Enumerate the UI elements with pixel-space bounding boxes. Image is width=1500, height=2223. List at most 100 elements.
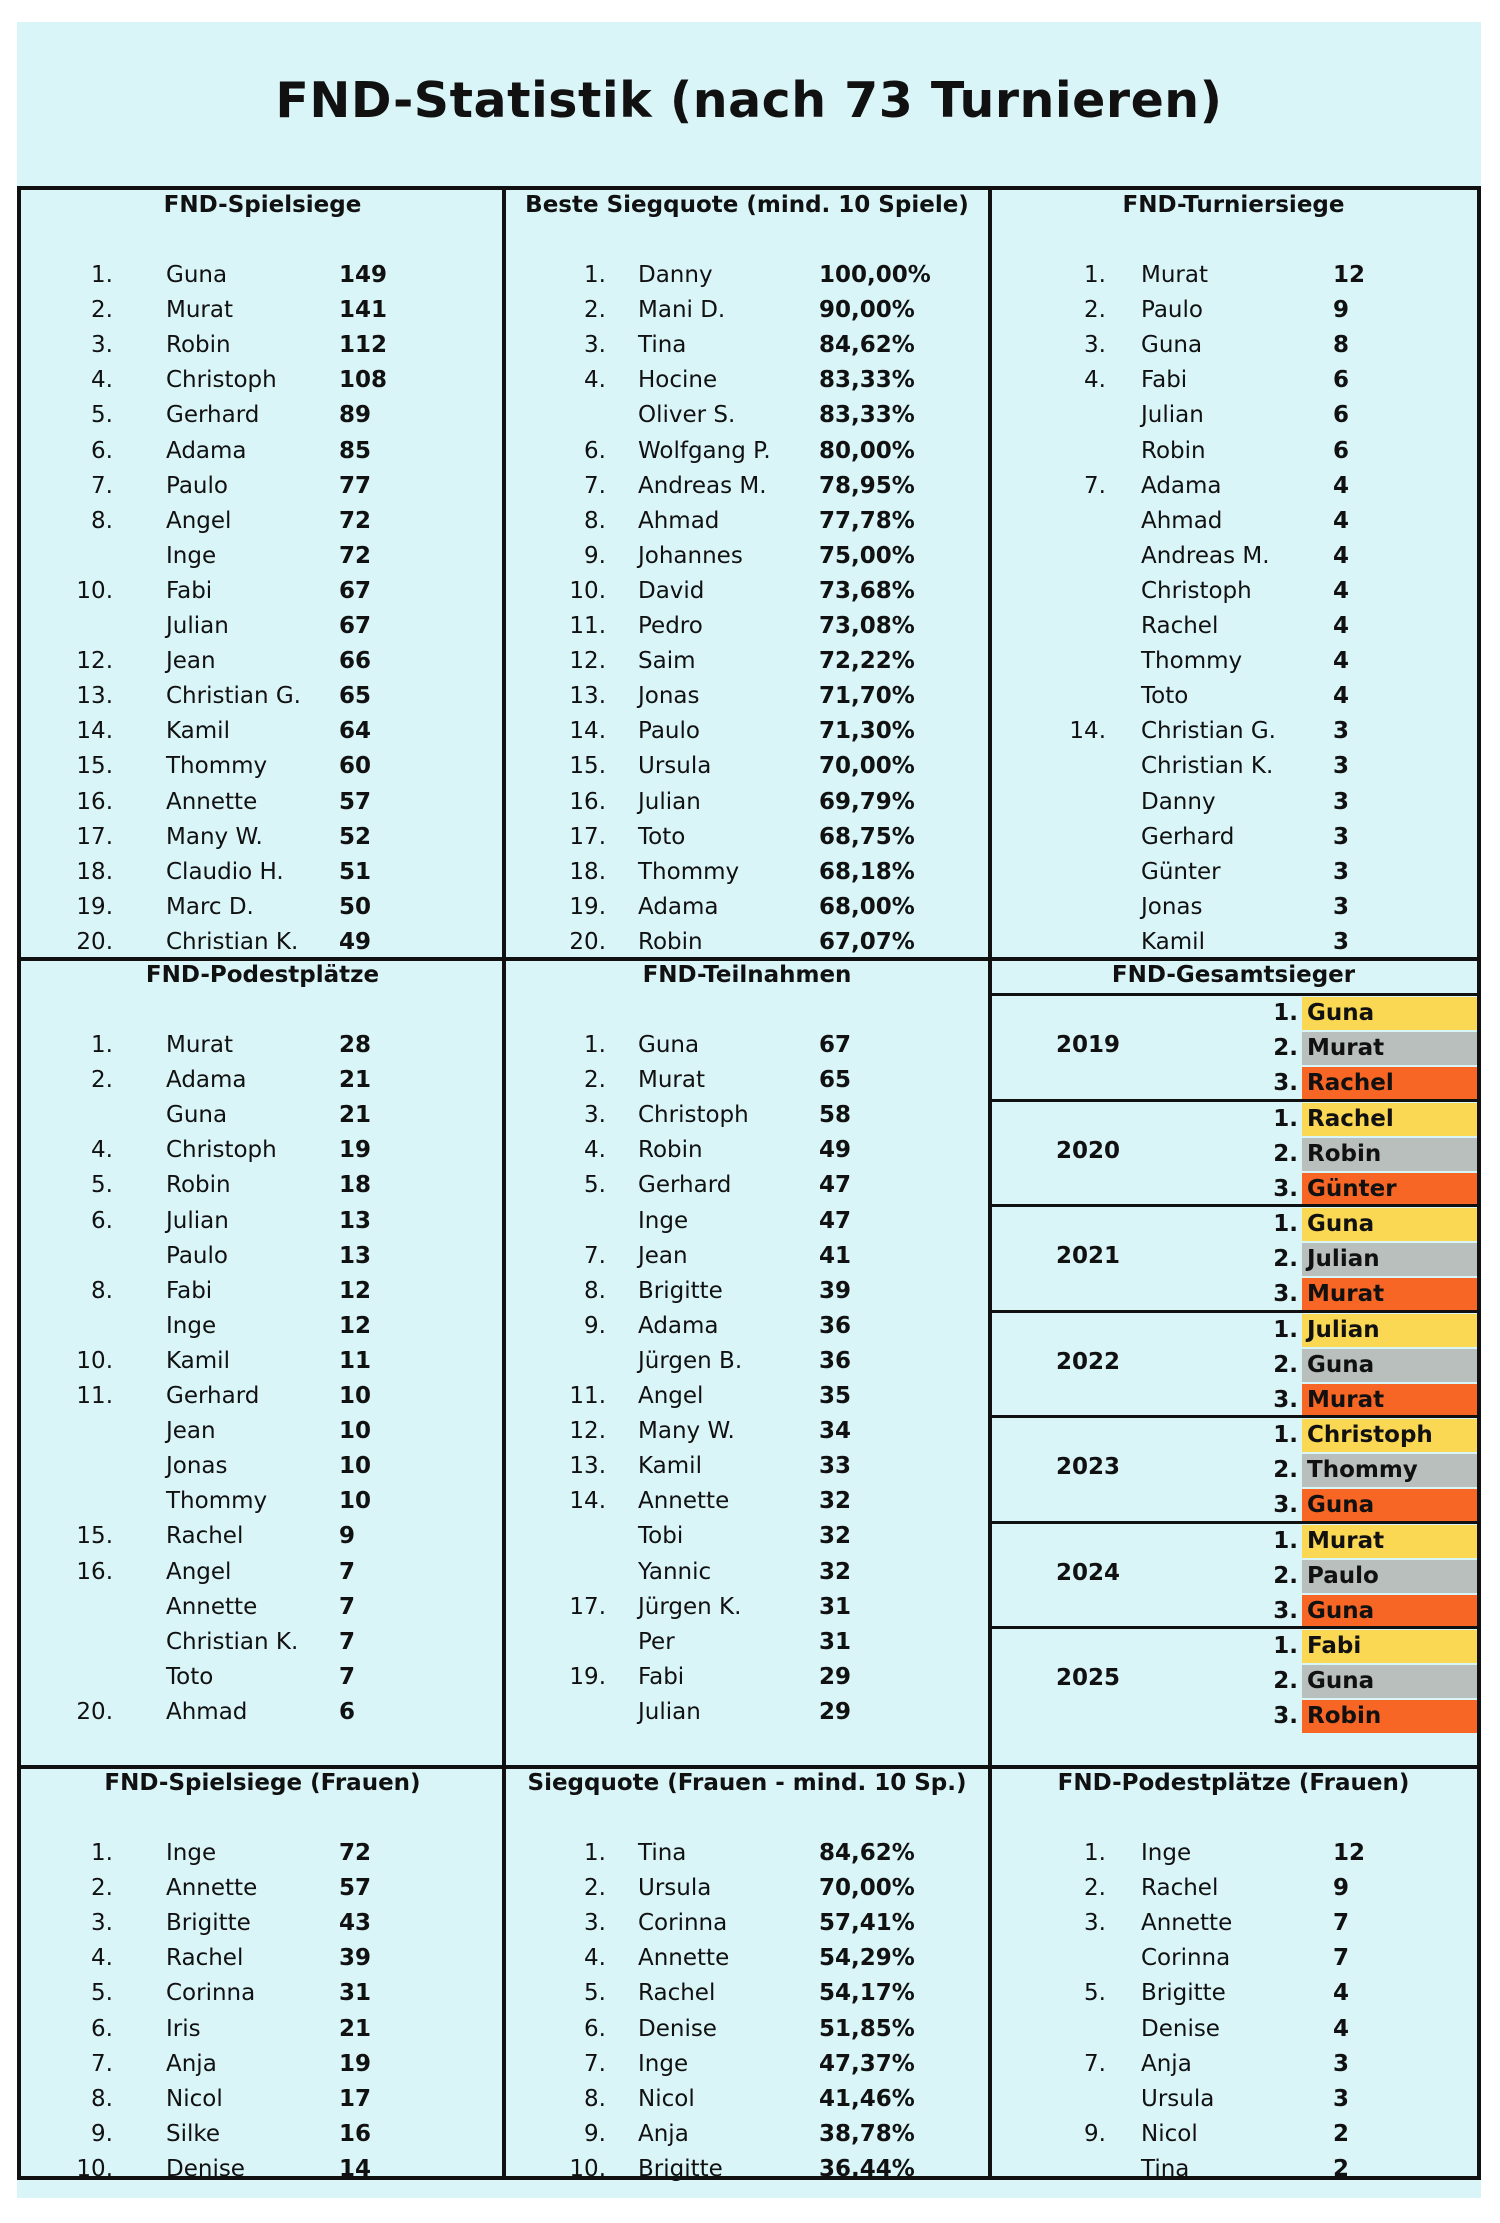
podium-rank: 2. xyxy=(1258,1032,1298,1065)
statistics-sheet: FND-Statistik (nach 73 Turnieren) FND-Sp… xyxy=(17,22,1481,2198)
ranking-row: Inge 47 xyxy=(504,1208,990,1238)
ranking-row: 3. Annette 7 xyxy=(990,1910,1477,1940)
winner-name: Murat xyxy=(1307,1386,1385,1413)
player-name: Brigitte xyxy=(166,1910,251,1937)
ranking-row: 1. Murat 12 xyxy=(990,262,1477,292)
stat-value: 52 xyxy=(339,823,372,850)
ranking-row: 2. Ursula 70,00% xyxy=(504,1875,990,1905)
player-name: Robin xyxy=(166,332,231,359)
rank-number: 9. xyxy=(584,1312,606,1339)
stat-value: 57,41% xyxy=(819,1910,915,1937)
rank-number: 10. xyxy=(569,577,606,604)
player-name: Rachel xyxy=(1141,1875,1219,1902)
stat-value: 57 xyxy=(339,1875,372,1902)
podium-winner: Murat xyxy=(1302,1524,1477,1558)
rank-number: 4. xyxy=(91,1137,113,1164)
podium-rank-number: 1. xyxy=(1273,1211,1298,1237)
stat-value: 6 xyxy=(1333,437,1350,464)
player-name: Per xyxy=(638,1628,675,1655)
player-name: Christian K. xyxy=(166,928,299,955)
stat-value: 71,70% xyxy=(819,683,915,710)
podium-rank-number: 2. xyxy=(1273,1035,1298,1061)
player-name: Christian K. xyxy=(1141,753,1274,780)
ranking-row: 7. Andreas M. 78,95% xyxy=(504,473,990,503)
podium-rank-number: 3. xyxy=(1273,1597,1298,1624)
stat-value: 4 xyxy=(1333,613,1350,639)
stat-value: 67 xyxy=(339,577,372,604)
stat-value: 12 xyxy=(339,1277,372,1304)
rank-number: 14. xyxy=(1069,718,1106,745)
podium-rank: 2. xyxy=(1258,1243,1298,1276)
podium-winner: Guna xyxy=(1302,1208,1477,1241)
stat-value: 7 xyxy=(1333,1945,1350,1972)
rank-number: 9. xyxy=(91,2120,113,2147)
player-name: Wolfgang P. xyxy=(638,437,771,464)
player-name: Gerhard xyxy=(1141,823,1235,850)
rank-number: 2. xyxy=(584,1067,606,1094)
rank-number: 19. xyxy=(76,893,113,920)
rank-number: 11. xyxy=(76,1383,113,1409)
ranking-row: 4. Fabi 6 xyxy=(990,367,1477,397)
ranking-row: 5. Brigitte 4 xyxy=(990,1980,1477,2010)
ranking-row: Inge 72 xyxy=(21,543,504,573)
year-separator xyxy=(990,1520,1477,1524)
stat-value: 31 xyxy=(819,1593,852,1620)
ranking-row: 8. Brigitte 39 xyxy=(504,1278,990,1308)
rank-number: 12. xyxy=(569,1418,606,1445)
stat-value: 6 xyxy=(1333,367,1350,394)
stat-value: 83,33% xyxy=(819,402,915,429)
stat-value: 6 xyxy=(339,1698,356,1725)
rank-number: 2. xyxy=(1084,1875,1106,1902)
stat-value: 11 xyxy=(339,1347,372,1374)
stat-value: 3 xyxy=(1333,2085,1350,2112)
player-name: Anja xyxy=(166,2050,217,2077)
year-label: 2025 xyxy=(1056,1665,1121,1691)
stat-value: 4 xyxy=(1333,2015,1350,2042)
player-name: Tina xyxy=(1141,2155,1190,2182)
podium-rank: 1. xyxy=(1258,1208,1298,1241)
ranking-row: Danny 3 xyxy=(990,789,1477,819)
stat-value: 39 xyxy=(339,1945,372,1972)
winner-name: Robin xyxy=(1307,1140,1382,1167)
stat-value: 7 xyxy=(339,1663,356,1690)
stat-value: 51,85% xyxy=(819,2015,915,2042)
ranking-row: Ahmad 4 xyxy=(990,508,1477,538)
rank-number: 18. xyxy=(569,858,606,885)
ranking-row: 1. Inge 72 xyxy=(21,1840,504,1870)
player-name: Annette xyxy=(166,1875,258,1902)
column-divider xyxy=(988,190,992,2176)
section-title: FND-Gesamtsieger xyxy=(1111,962,1356,988)
ranking-row: 1. Danny 100,00% xyxy=(504,262,990,292)
rank-number: 20. xyxy=(76,1698,113,1725)
winner-name: Murat xyxy=(1307,1281,1385,1307)
ranking-row: 11. Angel 35 xyxy=(504,1383,990,1413)
podium-winner: Rachel xyxy=(1302,1102,1477,1136)
ranking-row: 17. Toto 68,75% xyxy=(504,824,990,854)
player-name: Corinna xyxy=(166,1980,256,2007)
stat-value: 3 xyxy=(1333,788,1350,815)
rank-number: 1. xyxy=(91,262,113,288)
rank-number: 7. xyxy=(584,1242,606,1269)
ranking-row: Corinna 7 xyxy=(990,1945,1477,1975)
ranking-row: 9. Nicol 2 xyxy=(990,2121,1477,2151)
stat-value: 49 xyxy=(339,928,372,955)
player-name: Annette xyxy=(1141,1910,1233,1937)
player-name: Toto xyxy=(1141,683,1189,710)
player-name: Günter xyxy=(1141,858,1221,885)
podium-rank-number: 1. xyxy=(1273,1422,1298,1448)
section-title: FND-Spielsiege (Frauen) xyxy=(104,1770,421,1796)
stat-value: 112 xyxy=(339,332,388,359)
ranking-row: 15. Thommy 60 xyxy=(21,753,504,783)
player-name: Ursula xyxy=(638,753,712,780)
ranking-row: 3. Tina 84,62% xyxy=(504,332,990,362)
ranking-row: 9. Silke 16 xyxy=(21,2121,504,2151)
podium-rank: 3. xyxy=(1258,1278,1298,1311)
rank-number: 14. xyxy=(76,718,113,745)
ranking-row: 2. Rachel 9 xyxy=(990,1875,1477,1905)
ranking-row: 4. Robin 49 xyxy=(504,1137,990,1167)
rank-number: 20. xyxy=(76,928,113,955)
section-title: FND-Spielsiege xyxy=(163,192,362,218)
ranking-row: Christoph 4 xyxy=(990,578,1477,608)
podium-winner: Thommy xyxy=(1302,1454,1477,1487)
ranking-row: Oliver S. 83,33% xyxy=(504,402,990,432)
